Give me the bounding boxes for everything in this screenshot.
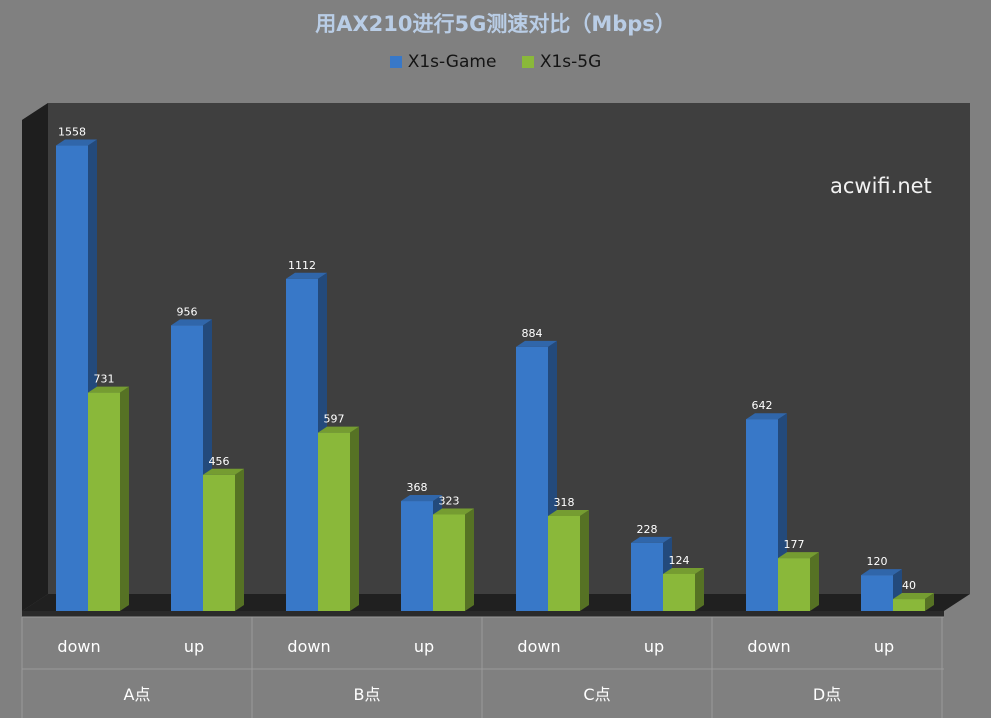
plot-side-wall [22,103,48,611]
category-label-up-4: up [414,637,434,656]
bar-series-2-down-1 [88,392,120,611]
bar-series-2-up-6 [663,573,695,611]
bar-top-series-2-down-1 [88,386,129,393]
legend-item-series-1: X1s-Game [389,52,497,72]
bar-value-label-series-1-down-7: 642 [752,399,773,412]
bar-top-series-1-up-2 [171,319,212,326]
bar-value-label-series-2-down-1: 731 [94,373,115,386]
bar-series-1-up-2 [171,325,203,611]
legend-item-series-2: X1s-5G [521,52,602,72]
bar-top-series-2-down-5 [548,509,589,516]
bar-top-series-1-up-4 [401,495,442,502]
bar-value-label-series-1-up-2: 956 [177,305,198,318]
bar-side-series-2-down-1 [120,386,129,611]
bar-value-label-series-2-down-5: 318 [554,496,575,509]
bar-side-series-2-up-6 [695,567,704,611]
chart-title: 用AX210进行5G测速对比（Mbps） [315,12,676,36]
plot-floor-edge [22,611,944,617]
category-label-up-2: up [184,637,204,656]
category-label-down-3: down [287,637,330,656]
legend-label-series-2: X1s-5G [539,52,602,72]
bar-top-series-1-down-5 [516,340,557,347]
bar-top-series-2-up-8 [893,593,934,600]
bar-top-series-1-down-7 [746,413,787,420]
category-label-up-6: up [644,637,664,656]
bar-value-label-series-1-down-5: 884 [522,327,543,340]
bar-top-series-1-down-1 [56,139,97,146]
bar-side-series-2-up-8 [925,593,934,611]
bar-series-2-down-5 [548,515,580,611]
bar-side-series-2-down-3 [350,426,359,611]
bar-top-series-1-up-8 [861,569,902,576]
bar-series-2-up-8 [893,599,925,611]
group-label-3: C点 [583,685,610,704]
group-label-2: B点 [354,685,381,704]
bar-side-series-2-up-4 [465,508,474,611]
legend: X1s-Game X1s-5G [0,52,991,72]
bar-side-series-2-down-5 [580,509,589,611]
category-label-down-1: down [57,637,100,656]
bar-series-1-down-5 [516,346,548,611]
bar-top-series-2-down-3 [318,426,359,433]
bar-series-1-up-8 [861,575,893,611]
watermark: acwifi.net [830,174,932,198]
category-label-down-5: down [517,637,560,656]
plot-floor [22,594,970,611]
bar-top-series-2-down-7 [778,552,819,559]
bar-value-label-series-1-up-6: 228 [637,523,658,536]
bar-side-series-2-down-7 [810,552,819,611]
bar-side-series-2-up-2 [235,468,244,611]
bar-series-2-down-3 [318,432,350,611]
plot-back-wall [22,103,970,611]
bar-value-label-series-1-up-8: 120 [867,555,888,568]
bar-series-1-up-6 [631,542,663,611]
group-label-4: D点 [813,685,841,704]
legend-label-series-1: X1s-Game [407,52,497,72]
legend-swatch-series-1 [389,56,402,68]
bar-series-1-down-1 [56,145,88,612]
bar-value-label-series-1-up-4: 368 [407,481,428,494]
bar-series-1-down-3 [286,278,318,611]
bar-top-series-2-up-4 [433,508,474,515]
bar-series-1-down-7 [746,419,778,611]
bar-top-series-1-down-3 [286,272,327,279]
bar-value-label-series-2-up-8: 40 [902,579,916,592]
group-label-1: A点 [124,685,151,704]
category-label-down-7: down [747,637,790,656]
bar-series-2-up-2 [203,474,235,611]
bar-series-1-up-4 [401,501,433,611]
bar-value-label-series-2-down-7: 177 [784,538,805,551]
bar-value-label-series-2-up-2: 456 [209,455,230,468]
bar-series-2-up-4 [433,514,465,611]
bar-value-label-series-2-up-6: 124 [669,554,690,567]
category-label-up-8: up [874,637,894,656]
bar-top-series-2-up-2 [203,468,244,475]
legend-swatch-series-2 [521,56,534,68]
bar-series-2-down-7 [778,558,810,611]
bar-value-label-series-2-down-3: 597 [324,413,345,426]
bar-value-label-series-1-down-3: 1112 [288,259,316,272]
bar-value-label-series-1-down-1: 1558 [58,126,86,139]
bar-value-label-series-2-up-4: 323 [439,495,460,508]
bar-top-series-1-up-6 [631,536,672,543]
bar-top-series-2-up-6 [663,567,704,574]
